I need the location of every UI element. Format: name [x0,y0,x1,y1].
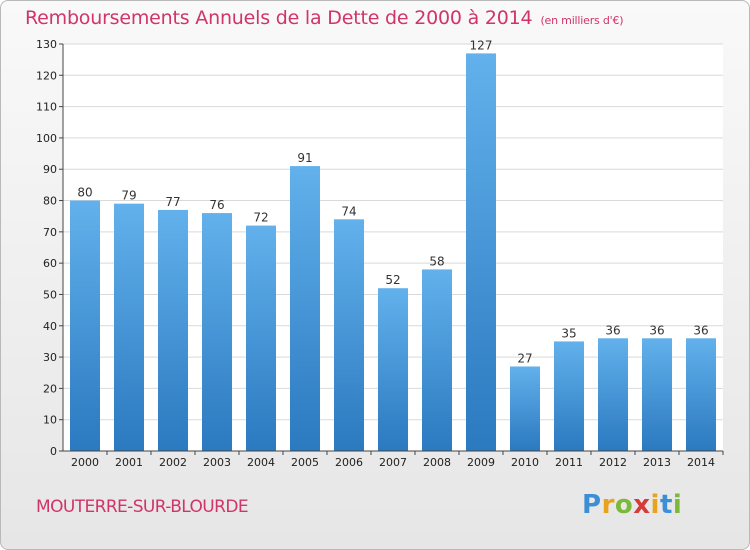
y-tick-label: 80 [43,195,57,208]
value-label: 72 [253,211,268,225]
value-label: 58 [429,254,444,268]
x-tick-label: 2000 [71,456,99,469]
chart-title: Remboursements Annuels de la Dette de 20… [25,7,624,29]
x-tick-label: 2001 [115,456,143,469]
value-label: 35 [561,326,576,340]
bar [466,53,496,452]
bar [246,225,276,451]
chart-unit-note: (en milliers d'€) [540,14,624,27]
logo-letter: i [650,490,660,520]
value-label: 27 [517,351,532,365]
x-axis-ticks: 2000 2001 2002 2003 2004 2005 2006 2007 2008 2009… [71,451,724,469]
y-tick-label: 0 [50,445,57,458]
bar [554,341,584,451]
value-label: 74 [341,204,356,218]
logo-letter: i [672,490,683,520]
logo-letter: P [582,490,602,520]
commune-name: MOUTERRE-SUR-BLOURDE [36,497,249,517]
y-tick-label: 10 [43,414,57,427]
logo-letter: o [614,490,634,520]
y-tick-label: 70 [43,226,57,239]
value-label: 76 [209,198,224,212]
x-tick-label: 2013 [643,456,671,469]
y-tick-label: 120 [36,69,57,82]
x-tick-label: 2012 [599,456,627,469]
y-tick-label: 20 [43,382,57,395]
bar [642,338,672,451]
value-label: 36 [693,323,708,337]
y-tick-label: 130 [36,38,57,51]
x-tick-label: 2008 [423,456,451,469]
value-label: 36 [605,323,620,337]
bar [290,166,320,451]
bar [334,219,364,451]
y-tick-label: 100 [36,132,57,145]
y-tick-label: 90 [43,163,57,176]
bar [70,200,100,451]
x-tick-label: 2003 [203,456,231,469]
y-tick-label: 30 [43,351,57,364]
y-tick-label: 50 [43,288,57,301]
value-label: 79 [121,189,136,203]
x-tick-label: 2009 [467,456,495,469]
value-label: 52 [385,273,400,287]
logo-letter: x [633,490,651,520]
proxiti-logo: Proxiti [582,490,682,520]
value-labels: 80 79 77 76 72 91 74 52 58 127 27 35 36 36 36 [77,38,708,365]
bar [202,213,232,451]
bar [378,288,408,451]
value-label: 80 [77,186,92,200]
bar [686,338,716,451]
x-tick-label: 2006 [335,456,363,469]
value-label: 91 [297,151,312,165]
bar [158,209,188,451]
x-tick-label: 2002 [159,456,187,469]
logo-letter: r [601,490,615,520]
x-tick-label: 2010 [511,456,539,469]
bar [114,203,144,451]
x-tick-label: 2005 [291,456,319,469]
x-tick-label: 2014 [687,456,715,469]
value-label: 36 [649,323,664,337]
x-tick-label: 2011 [555,456,583,469]
bar [422,269,452,451]
chart-title-text: Remboursements Annuels de la Dette de 20… [25,7,533,29]
x-tick-label: 2007 [379,456,407,469]
value-label: 127 [470,38,493,52]
bars [70,53,716,452]
y-tick-label: 40 [43,320,57,333]
y-tick-label: 110 [36,101,57,114]
y-axis-ticks: 0 10 20 30 40 50 60 70 80 90 100 110 120 130 [36,38,63,458]
logo-letter: t [659,490,673,520]
value-label: 77 [165,195,180,209]
bar [510,366,540,451]
bar [598,338,628,451]
x-tick-label: 2004 [247,456,275,469]
y-tick-label: 60 [43,257,57,270]
